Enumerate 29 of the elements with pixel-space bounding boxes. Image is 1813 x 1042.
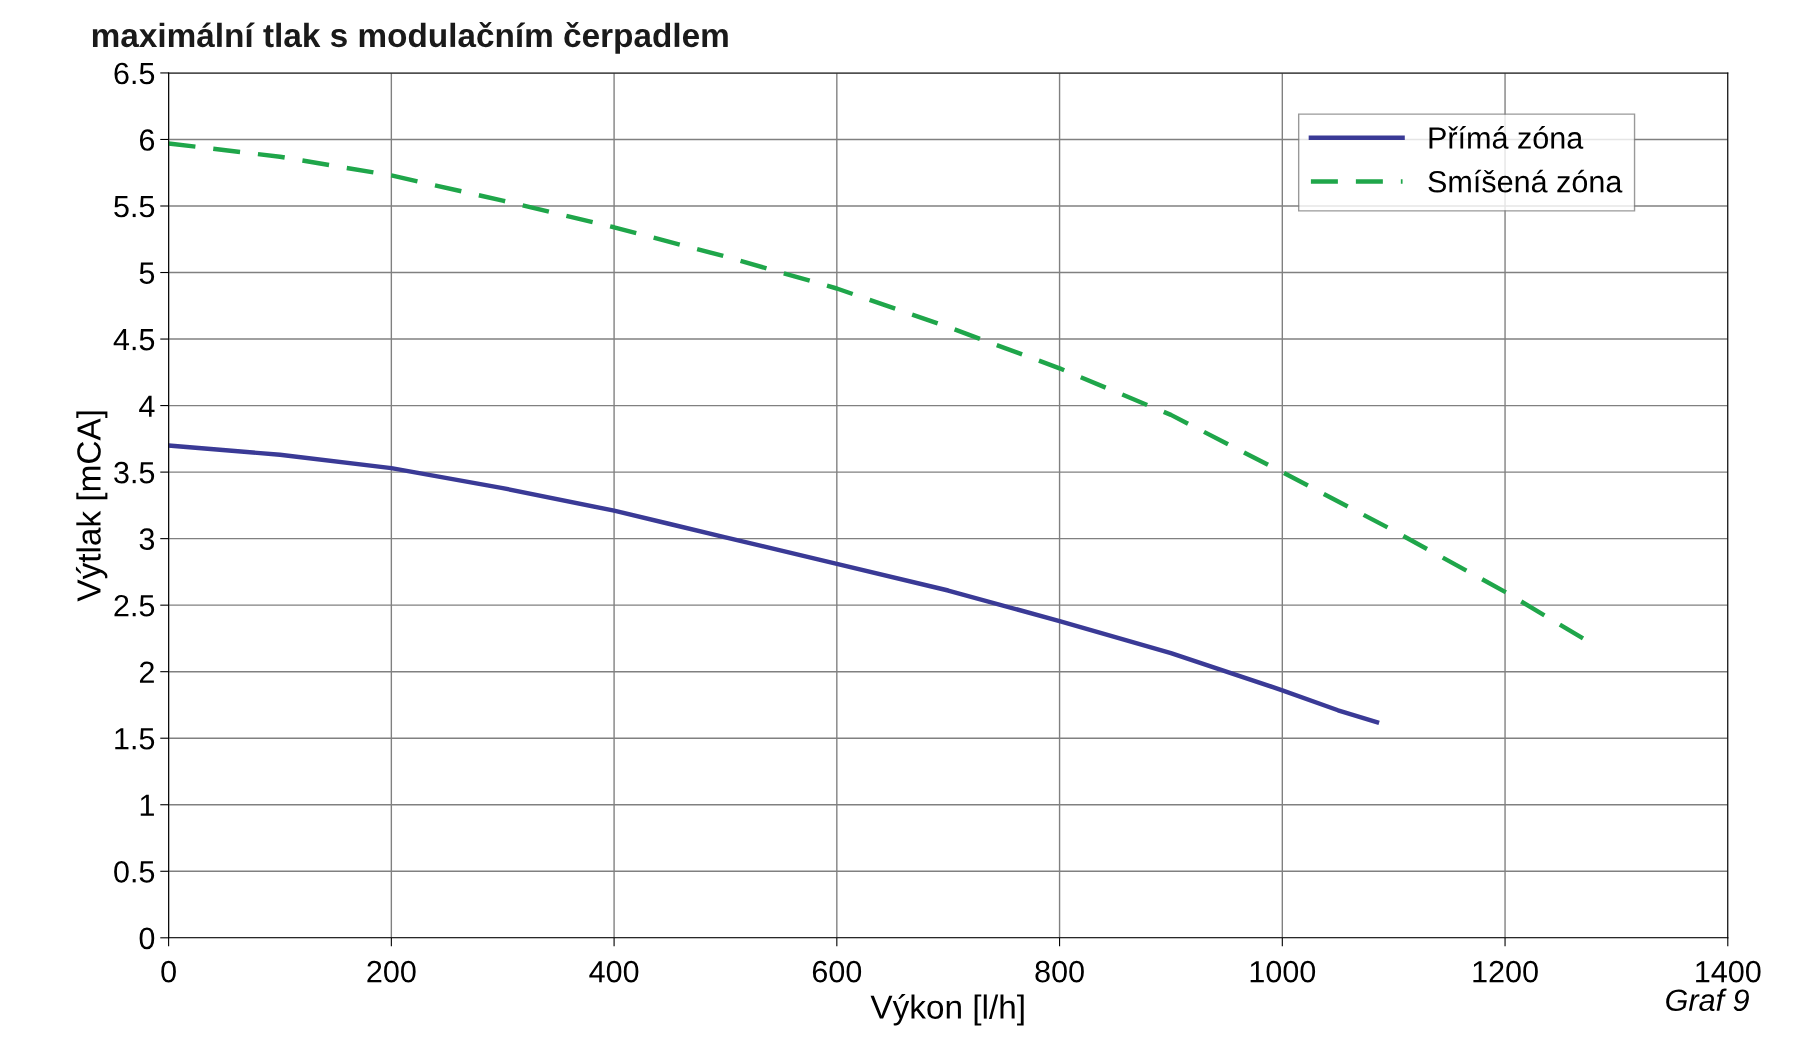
legend-label: Smíšená zóna <box>1428 169 1623 193</box>
x-tick-label: 1400 <box>1696 960 1761 983</box>
y-tick-label: 2.5 <box>114 594 155 617</box>
line-series <box>168 443 1380 725</box>
y-axis-title: Výtlak [mCA] <box>75 411 108 602</box>
x-tick-label: 800 <box>1035 960 1084 983</box>
y-tick-label: 0 <box>139 927 155 950</box>
chart-title: maximální tlak s modulačním čerpadlem <box>92 22 728 54</box>
y-tick-label: 1 <box>140 794 154 816</box>
y-tick-label: 6.5 <box>114 62 155 85</box>
text: Graf 9 <box>1666 988 1749 1012</box>
y-tick-label: 2 <box>139 661 154 683</box>
x-tick-label: 200 <box>367 960 416 983</box>
legend-label: Přímá zóna <box>1429 126 1584 149</box>
y-tick-label: 1.5 <box>115 728 155 750</box>
x-tick-label: 400 <box>589 960 639 983</box>
y-tick-label: 5 <box>139 262 155 284</box>
y-tick-label: 5.5 <box>114 196 155 218</box>
y-tick-label: 4.5 <box>113 329 155 351</box>
y-tick-label: 0.5 <box>114 861 155 883</box>
y-tick-label: 3.5 <box>114 461 155 484</box>
y-tick-label: 3 <box>139 528 155 551</box>
y-tick-label: 4 <box>139 395 155 417</box>
x-tick-label: 0 <box>161 960 176 983</box>
x-tick-label: 1200 <box>1473 960 1538 983</box>
x-tick-label: 1000 <box>1250 960 1316 983</box>
y-tick-label: 6 <box>139 129 155 151</box>
x-tick-label: 600 <box>812 960 862 983</box>
x-axis-title: Výkon [l/h] <box>870 994 1024 1026</box>
